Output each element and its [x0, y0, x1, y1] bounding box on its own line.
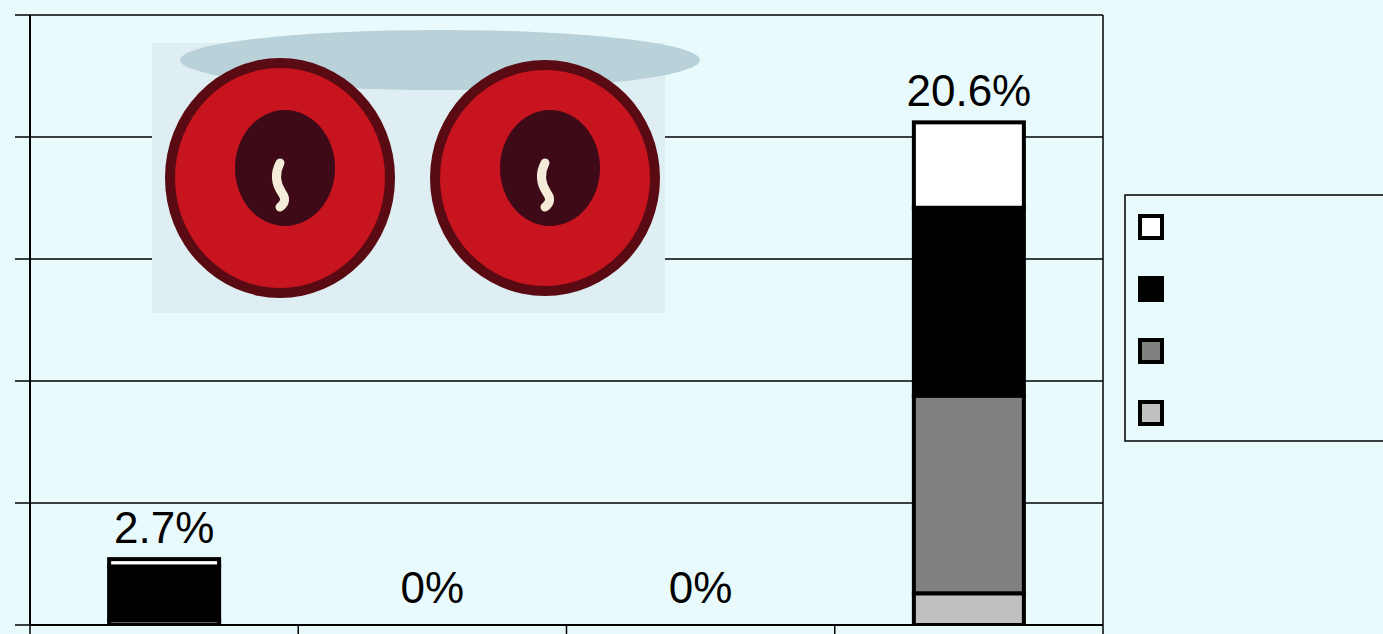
legend-box	[1125, 195, 1383, 441]
cherry-pit	[500, 110, 600, 226]
category-tick	[834, 625, 836, 634]
category-tick	[29, 625, 31, 634]
cherry-flesh	[440, 70, 650, 286]
bar-segment	[646, 623, 756, 625]
total-label: 0%	[669, 563, 733, 612]
bar-segment	[914, 122, 1024, 207]
total-label: 20.6%	[906, 66, 1031, 115]
cherry-skin	[165, 58, 395, 298]
frame	[1102, 15, 1104, 625]
chart: 2.7% 0% 0% 20.6%	[0, 0, 1383, 634]
tick-mark	[15, 380, 30, 382]
larva	[276, 163, 284, 207]
tick-mark	[15, 502, 30, 504]
bar-segment	[377, 623, 487, 625]
bar-segment	[646, 623, 756, 625]
bar-segment	[377, 623, 487, 625]
cherry-flesh	[175, 68, 385, 288]
tick-mark	[15, 14, 30, 16]
tick-mark	[15, 258, 30, 260]
legend-swatch	[1140, 278, 1162, 300]
tick-mark	[15, 136, 30, 138]
legend	[1125, 195, 1383, 441]
bar-segment	[914, 593, 1024, 625]
larva	[541, 163, 549, 207]
total-label: 0%	[401, 563, 465, 612]
cherry-skin	[430, 60, 660, 296]
bar-segment	[377, 623, 487, 625]
bar-segment	[377, 623, 487, 625]
bars	[109, 122, 1024, 625]
bar-segment	[914, 208, 1024, 396]
grid-line	[30, 14, 1103, 16]
legend-swatch	[1140, 402, 1162, 424]
legend-swatch	[1140, 216, 1162, 238]
bar-segment	[109, 566, 219, 620]
category-tick	[566, 625, 568, 634]
bar-segment	[646, 623, 756, 625]
category-tick	[1102, 625, 1104, 634]
bar-segment	[914, 396, 1024, 594]
bar-segment	[109, 559, 219, 566]
total-label: 2.7%	[114, 503, 214, 552]
y-axis	[29, 15, 31, 625]
category-tick	[298, 625, 300, 634]
photo	[152, 30, 700, 313]
bar-segment	[646, 623, 756, 625]
cherry-pit	[235, 110, 335, 226]
tick-mark	[15, 624, 30, 626]
legend-swatch	[1140, 340, 1162, 362]
